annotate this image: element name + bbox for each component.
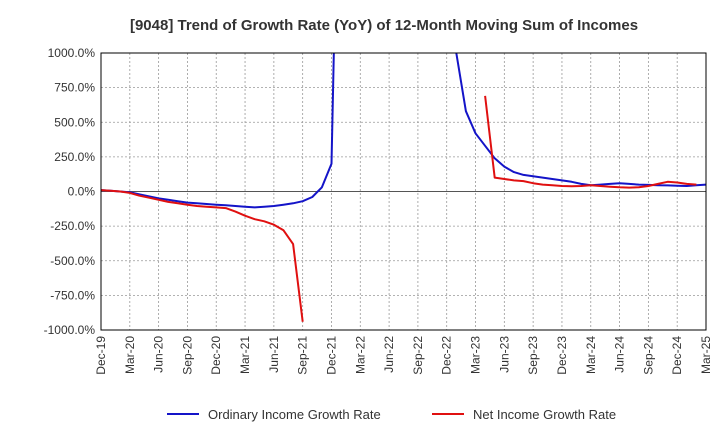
series-line-ordinary <box>101 53 335 209</box>
x-tick-label: Sep-24 <box>641 336 655 375</box>
x-tick-label: Dec-23 <box>555 336 569 375</box>
x-tick-label: Mar-21 <box>238 336 252 374</box>
y-tick-label: -750.0% <box>50 288 95 302</box>
x-tick-label: Mar-23 <box>469 336 483 374</box>
series-line-net <box>484 95 697 189</box>
series-lines <box>101 53 706 322</box>
x-tick-label: Dec-19 <box>94 336 108 375</box>
legend-label-ordinary: Ordinary Income Growth Rate <box>208 407 381 422</box>
x-tick-label: Jun-20 <box>152 336 166 373</box>
y-axis-ticks: 1000.0% 750.0% 500.0% 250.0% 0.0% -250.0% -500… <box>44 46 96 337</box>
series-line-ordinary <box>455 53 706 187</box>
legend-label-net: Net Income Growth Rate <box>473 407 616 422</box>
x-tick-label: Jun-22 <box>382 336 396 373</box>
x-tick-label: Dec-22 <box>440 336 454 375</box>
x-tick-label: Mar-20 <box>123 336 137 374</box>
y-tick-label: 0.0% <box>68 185 96 199</box>
x-tick-label: Sep-22 <box>411 336 425 375</box>
y-tick-label: 250.0% <box>54 150 95 164</box>
series-line-net <box>101 189 304 322</box>
y-tick-label: -1000.0% <box>44 323 96 337</box>
x-tick-label: Mar-24 <box>584 336 598 374</box>
x-tick-label: Jun-23 <box>497 336 511 373</box>
x-tick-label: Sep-23 <box>526 336 540 375</box>
x-tick-label: Dec-24 <box>670 336 684 375</box>
legend: Ordinary Income Growth Rate Net Income G… <box>167 407 616 422</box>
y-tick-label: -500.0% <box>50 254 95 268</box>
grid <box>100 52 707 331</box>
y-tick-label: 500.0% <box>54 115 95 129</box>
x-tick-label: Dec-20 <box>209 336 223 375</box>
x-tick-label: Jun-24 <box>613 336 627 373</box>
x-tick-label: Mar-25 <box>699 336 713 374</box>
y-tick-label: 750.0% <box>54 81 95 95</box>
y-tick-label: 1000.0% <box>48 46 96 60</box>
x-tick-label: Mar-22 <box>353 336 367 374</box>
x-tick-label: Sep-21 <box>296 336 310 375</box>
x-tick-label: Jun-21 <box>267 336 281 373</box>
x-tick-label: Dec-21 <box>324 336 338 375</box>
chart-title: [9048] Trend of Growth Rate (YoY) of 12-… <box>130 17 638 34</box>
y-tick-label: -250.0% <box>50 219 95 233</box>
x-tick-label: Sep-20 <box>180 336 194 375</box>
x-axis-ticks: Dec-19 Mar-20 Jun-20 Sep-20 Dec-20 Mar-21 Jun-… <box>94 336 713 375</box>
plot-frame <box>100 52 707 331</box>
